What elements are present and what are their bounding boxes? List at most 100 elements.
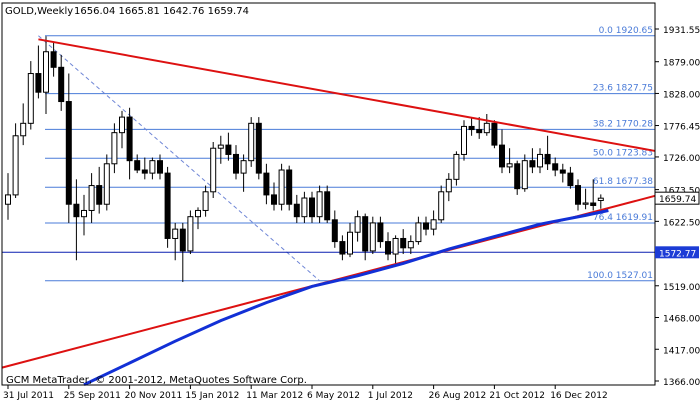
y-tick-label: 1417.00: [663, 346, 700, 356]
candle: [149, 157, 156, 180]
candle-body: [217, 144, 224, 149]
candle-body: [590, 202, 597, 206]
candle-body: [103, 163, 110, 205]
candle: [582, 188, 589, 210]
candle: [134, 154, 141, 174]
y-tick-label: 1366.00: [663, 378, 700, 388]
candle: [126, 107, 133, 180]
candle: [141, 157, 148, 180]
chart-header-symbol: GOLD,Weekly: [5, 6, 73, 17]
candle: [339, 235, 346, 261]
y-tick-label: 1879.00: [663, 59, 700, 69]
y-tick-label: 1622.50: [663, 218, 700, 228]
candle-body: [339, 241, 346, 255]
candle: [233, 145, 239, 180]
candle: [552, 157, 559, 177]
candle: [476, 117, 483, 139]
candle-body: [149, 160, 156, 174]
candle-body: [445, 178, 452, 193]
candle: [407, 235, 414, 255]
candle: [119, 110, 125, 149]
candle: [225, 132, 232, 161]
candle: [377, 216, 384, 248]
candle-body: [499, 144, 505, 168]
candle-body: [286, 169, 293, 205]
candle: [27, 61, 34, 130]
candle-body: [347, 231, 353, 255]
candle: [483, 113, 490, 136]
x-tick-label: 20 Nov 2011: [125, 391, 183, 401]
candle-body: [293, 203, 300, 218]
candle: [354, 210, 361, 242]
candle-body: [81, 209, 87, 218]
fib-level-label: 23.6 1827.75: [593, 84, 653, 94]
candle-body: [12, 135, 19, 196]
candle: [43, 36, 49, 114]
x-tick-label: 21 Oct 2012: [489, 391, 545, 401]
candle-body: [309, 197, 315, 218]
candle: [537, 148, 543, 174]
candle: [324, 185, 331, 223]
candle-body: [111, 132, 118, 165]
candle: [529, 148, 536, 174]
candle-body: [506, 163, 513, 168]
candle-body: [559, 169, 566, 174]
candle-body: [126, 116, 133, 162]
candle: [263, 163, 270, 205]
y-tick-label: 1828.00: [663, 90, 700, 100]
y-tick-label: 1726.00: [663, 154, 700, 164]
candle: [445, 173, 452, 202]
candle: [521, 154, 528, 192]
candle: [293, 194, 300, 223]
candle: [5, 173, 11, 220]
candle: [111, 123, 118, 174]
candle-body: [438, 191, 445, 221]
candle-body: [582, 202, 589, 205]
candle-body: [164, 172, 171, 239]
candle-body: [453, 153, 460, 180]
candle-body: [248, 122, 255, 162]
candle: [50, 42, 57, 77]
candle-body: [369, 222, 376, 252]
candle-body: [377, 222, 384, 243]
x-tick-label: 26 Aug 2012: [429, 391, 487, 401]
candle: [567, 166, 574, 189]
candle: [286, 165, 293, 211]
fib-level-label: 100.0 1527.01: [587, 271, 653, 281]
last-price-box: [654, 191, 700, 205]
candle-body: [65, 101, 72, 205]
x-tick-label: 11 Mar 2012: [246, 391, 303, 401]
candle: [240, 154, 247, 192]
candle-body: [324, 191, 331, 221]
y-tick-label: 1931.55: [663, 26, 700, 36]
candle-body: [392, 237, 399, 255]
candle: [172, 222, 179, 261]
candle-body: [172, 228, 179, 239]
candle: [301, 191, 308, 223]
candle: [157, 154, 163, 180]
candle-body: [514, 163, 521, 190]
candle: [392, 235, 399, 267]
chart-header-ohlc: 1656.04 1665.81 1642.76 1659.74: [74, 6, 249, 17]
candle: [164, 166, 171, 248]
candle: [12, 123, 19, 199]
y-tick-label: 1519.00: [663, 283, 700, 293]
candle: [316, 185, 323, 223]
candle: [88, 173, 95, 223]
candle-body: [521, 160, 528, 190]
candle-body: [316, 191, 323, 218]
candle: [362, 213, 369, 261]
candle-body: [271, 194, 277, 205]
horizontal-line-price-label: 1572.77: [659, 249, 696, 259]
moving-average-line: [83, 209, 609, 387]
candle-body: [134, 160, 141, 171]
candle-body: [58, 66, 65, 103]
candle-body: [202, 191, 209, 211]
candle-body: [73, 203, 80, 218]
candle-body: [468, 125, 475, 131]
candle-body: [567, 172, 574, 187]
candle-body: [20, 122, 27, 137]
candle-body: [423, 222, 429, 230]
